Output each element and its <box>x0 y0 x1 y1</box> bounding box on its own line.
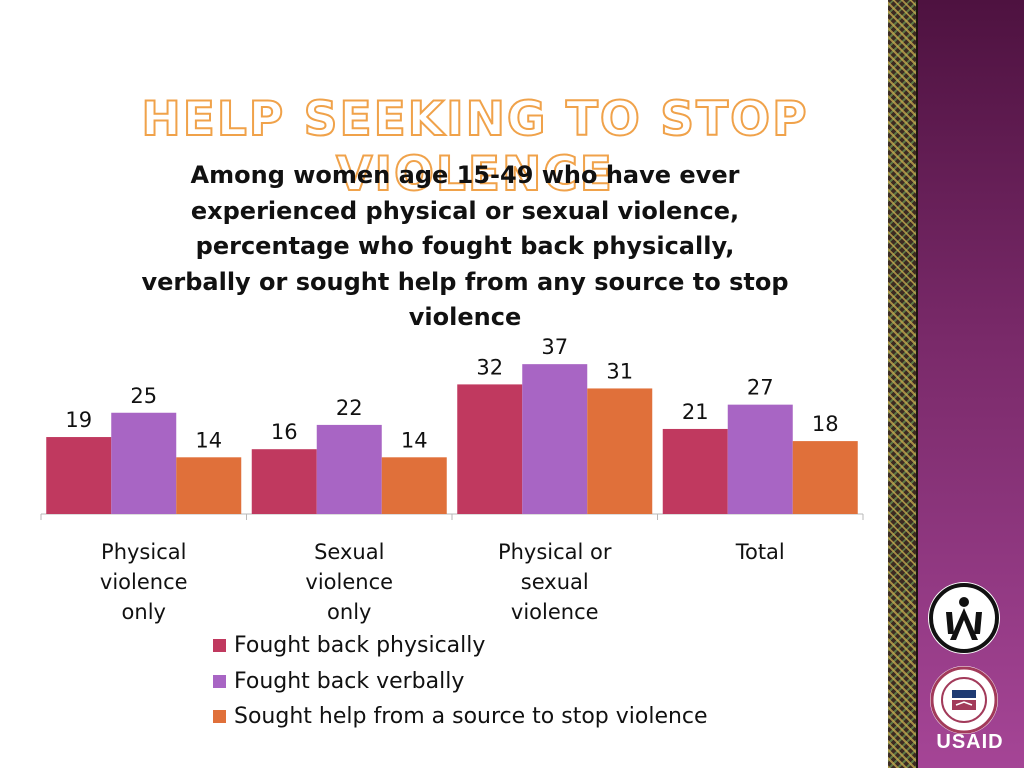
bar-fought-back-verbally-sexual-violence-only <box>316 424 382 514</box>
data-label: 18 <box>812 412 839 436</box>
legend-label-fought-back-verbally: Fought back verbally <box>234 668 465 694</box>
bar-fought-back-physically-physical-violence-only <box>46 437 112 514</box>
bar-fought-back-verbally-physical-or-sexual-violence <box>522 364 588 514</box>
data-label: 31 <box>606 359 633 383</box>
category-label: Total <box>735 540 785 564</box>
bar-sought-help-from-a-source-to-stop-violence-physical-or-sexual-violence <box>587 388 653 514</box>
data-label: 27 <box>747 376 774 400</box>
bar-fought-back-physically-physical-or-sexual-violence <box>457 384 523 514</box>
category-label: only <box>122 600 166 624</box>
category-label: only <box>327 600 371 624</box>
bar-chart: 19 25 14 Physical violence only 16 22 14 Sexual vi… <box>40 335 864 624</box>
legend-label-fought-back-physically: Fought back physically <box>234 633 486 659</box>
data-label: 19 <box>65 408 92 432</box>
data-label: 21 <box>682 400 709 424</box>
decorative-side-panel: USAID <box>888 0 1024 768</box>
data-label: 14 <box>401 428 428 452</box>
data-label: 32 <box>476 355 503 379</box>
category-label: violence <box>305 570 393 594</box>
category-label: violence <box>511 600 599 624</box>
category-label: sexual <box>521 570 589 594</box>
patterned-border-strip <box>888 0 918 768</box>
data-label: 25 <box>130 384 157 408</box>
bar-fought-back-verbally-total <box>727 404 793 514</box>
bar-fought-back-verbally-physical-violence-only <box>111 412 177 514</box>
chart-legend: Fought back physically Fought back verba… <box>213 628 708 735</box>
bar-sought-help-from-a-source-to-stop-violence-physical-violence-only <box>176 457 242 514</box>
bar-fought-back-physically-total <box>662 428 728 514</box>
legend-label-sought-help: Sought help from a source to stop violen… <box>234 704 708 730</box>
legend-swatch-fought-back-verbally <box>213 674 226 688</box>
chart-title: Among women age 15-49 who have ever expe… <box>141 161 789 331</box>
bar-sought-help-from-a-source-to-stop-violence-sexual-violence-only <box>381 457 447 514</box>
bar-fought-back-physically-sexual-violence-only <box>251 449 317 514</box>
slide-title: HELP SEEKING TO STOP VIOLENCE <box>140 91 809 203</box>
legend-swatch-sought-help <box>213 710 226 724</box>
data-label: 22 <box>336 396 363 420</box>
hiv-ribbon-people-logo-icon <box>928 582 1000 654</box>
category-label: Physical <box>101 540 186 564</box>
category-label: violence <box>100 570 188 594</box>
data-label: 14 <box>195 428 222 452</box>
usaid-seal-icon <box>930 666 998 734</box>
legend-item-fought-back-physically: Fought back physically <box>213 628 708 664</box>
legend-item-sought-help: Sought help from a source to stop violen… <box>213 699 708 735</box>
usaid-logo-text: USAID <box>936 731 1004 753</box>
legend-swatch-fought-back-physically <box>213 639 226 653</box>
category-label: Sexual <box>314 540 384 564</box>
legend-item-fought-back-verbally: Fought back verbally <box>213 664 708 700</box>
bar-sought-help-from-a-source-to-stop-violence-total <box>792 441 858 514</box>
data-label: 16 <box>271 420 298 444</box>
data-label: 37 <box>541 335 568 359</box>
category-label: Physical or <box>498 540 612 564</box>
